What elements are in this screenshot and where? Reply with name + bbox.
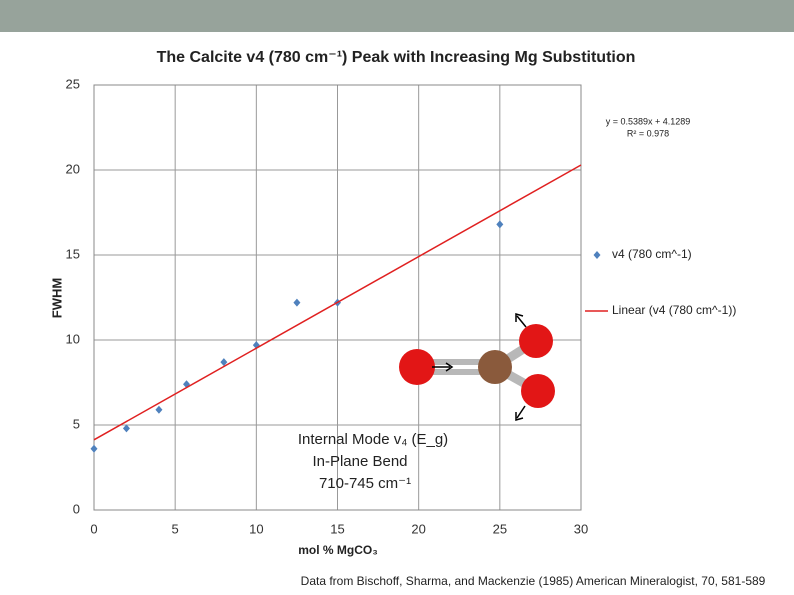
data-point bbox=[496, 220, 504, 229]
y-tick-label: 20 bbox=[66, 161, 80, 176]
r-squared: R² = 0.978 bbox=[627, 128, 669, 138]
trend-line bbox=[93, 164, 582, 441]
x-axis-label: mol % MgCO₃ bbox=[298, 543, 378, 557]
data-point bbox=[220, 358, 228, 367]
data-point bbox=[122, 424, 130, 433]
x-tick-label: 10 bbox=[249, 521, 263, 536]
x-tick-label: 15 bbox=[330, 521, 344, 536]
y-tick-label: 10 bbox=[66, 331, 80, 346]
x-tick-label: 25 bbox=[493, 521, 507, 536]
y-tick-label: 15 bbox=[66, 246, 80, 261]
trend-equation: y = 0.5389x + 4.1289 bbox=[606, 116, 691, 126]
source-note: Data from Bischoff, Sharma, and Mackenzi… bbox=[301, 574, 766, 588]
y-tick-label: 0 bbox=[73, 501, 80, 516]
legend-label: Linear (v4 (780 cm^-1)) bbox=[612, 303, 736, 317]
legend-label: v4 (780 cm^-1) bbox=[612, 247, 692, 261]
molecule bbox=[399, 313, 555, 421]
data-point bbox=[90, 444, 98, 453]
chart-title: The Calcite v4 (780 cm⁻¹) Peak with Incr… bbox=[157, 49, 636, 66]
inset-line: Internal Mode v₄ (E_g) bbox=[298, 431, 448, 448]
x-tick-label: 0 bbox=[90, 521, 97, 536]
header-bar bbox=[0, 0, 794, 32]
data-point bbox=[155, 405, 163, 414]
y-axis-label: FWHM bbox=[49, 278, 64, 318]
x-tick-label: 5 bbox=[172, 521, 179, 536]
x-tick-label: 20 bbox=[411, 521, 425, 536]
y-tick-label: 5 bbox=[73, 416, 80, 431]
plot-area: 0 5 10 15 20 25 0 5 10 15 20 25 30 v4 (780 cm^-1) Line… bbox=[66, 76, 737, 536]
y-tick-label: 25 bbox=[66, 76, 80, 91]
inset-line: In-Plane Bend bbox=[312, 453, 407, 470]
inset-line: 710-745 cm⁻¹ bbox=[319, 475, 411, 492]
plot-frame bbox=[93, 84, 582, 511]
x-tick-label: 30 bbox=[574, 521, 588, 536]
data-point bbox=[293, 298, 301, 307]
legend-swatch bbox=[593, 251, 601, 259]
